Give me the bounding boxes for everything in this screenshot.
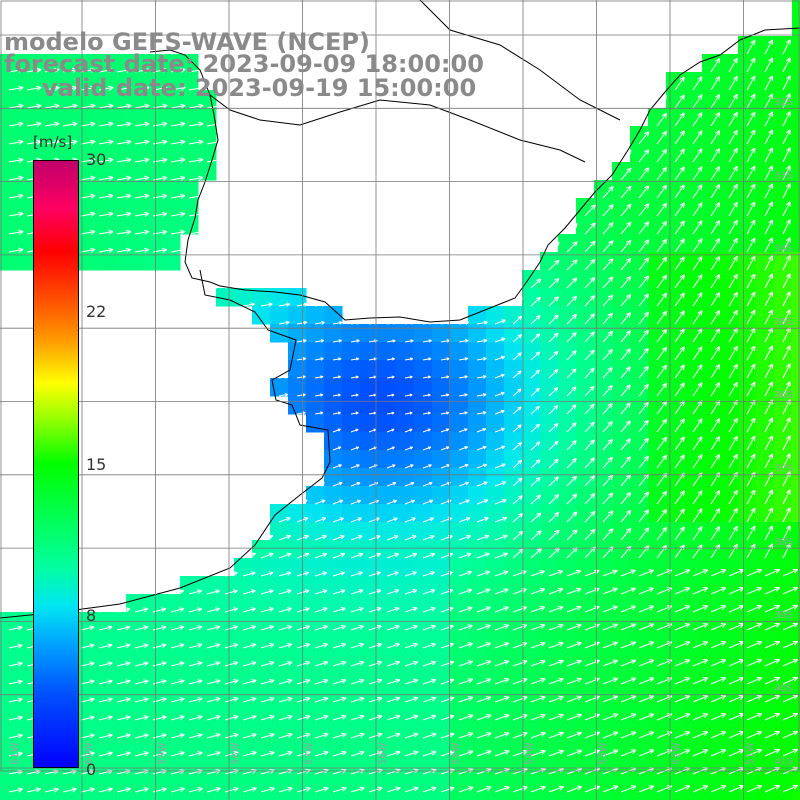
latitude-label: 38S [774,537,793,548]
longitude-label: 57W [304,742,315,765]
colorbar-tick-8: 8 [86,606,97,625]
colorbar-tick-22: 22 [86,302,107,321]
coastline [0,0,800,619]
latitude-label: 36S [774,390,793,401]
longitude-label: 58W [231,742,242,765]
colorbar-tick-0: 0 [86,760,97,779]
latitude-label: 34S [774,244,793,255]
latitude-label: 39S [774,610,793,621]
latitude-label: 41S [774,757,793,768]
wind-vectors [8,21,799,793]
model-title: modelo GEFS-WAVE (NCEP) [4,28,370,56]
longitude-label: 51W [745,742,756,765]
latitude-label: 32S [774,97,793,108]
colorbar [33,160,79,768]
latitude-label: 40S [774,683,793,694]
longitude-label: 55W [451,742,462,765]
forecast-date: forecast date: 2023-09-09 18:00:00 [4,50,484,78]
valid-date: valid date: 2023-09-19 15:00:00 [42,74,477,102]
latitude-label: 35S [774,317,793,328]
colorbar-tick-15: 15 [86,455,107,474]
latitude-label: 37S [774,464,793,475]
longitude-label: 61W [10,742,21,765]
longitude-label: 53W [598,742,609,765]
longitude-label: 52W [672,742,683,765]
graticule-labels: 61W 60W 59W 58W 57W 56W 55W 54W 53W 52W 51W 32S 33S 3… [10,97,793,768]
colorbar-tick-30: 30 [86,150,107,169]
longitude-label: 54W [525,742,536,765]
latitude-label: 33S [774,170,793,181]
longitude-label: 56W [378,742,389,765]
longitude-label: 60W [84,742,95,765]
longitude-label: 59W [157,742,168,765]
colorbar-unit: [m/s] [33,133,73,151]
